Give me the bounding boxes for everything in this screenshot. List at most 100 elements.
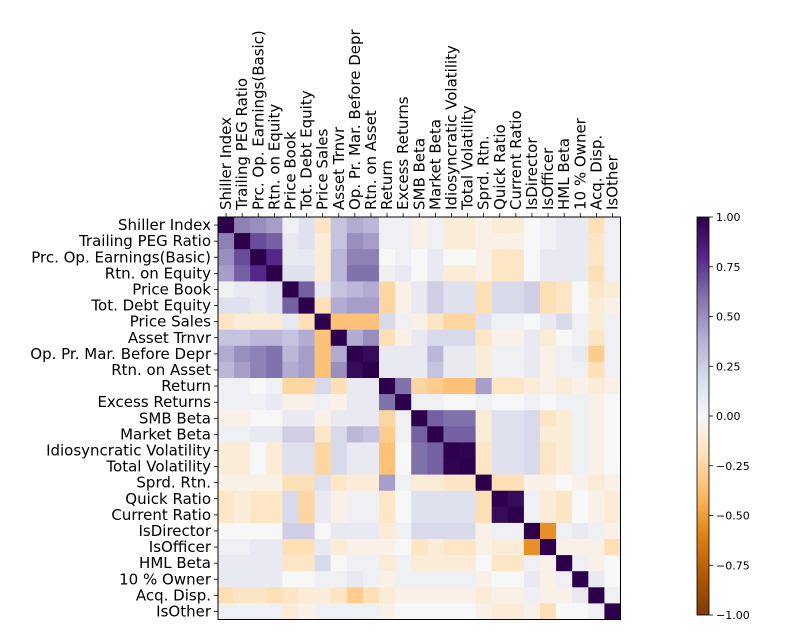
heatmap-cell (379, 458, 396, 475)
heatmap-cell (218, 249, 235, 266)
heatmap-cell (604, 474, 621, 492)
heatmap-cell (523, 217, 541, 234)
heatmap-cell (379, 361, 396, 379)
heatmap-cell (491, 506, 509, 524)
heatmap-cell (475, 313, 493, 331)
heatmap-cell (362, 329, 380, 347)
heatmap-cell (266, 539, 283, 556)
heatmap-cell (362, 603, 380, 620)
heatmap-cell (282, 394, 299, 411)
heatmap-cell (250, 442, 267, 459)
heatmap-cell (427, 442, 444, 459)
heatmap-cell (314, 313, 332, 331)
heatmap-cell (491, 410, 509, 427)
heatmap-cell (572, 587, 589, 604)
heatmap-cell (523, 297, 541, 314)
heatmap-cell (298, 522, 315, 540)
heatmap-cell (443, 345, 460, 363)
heatmap-cell (362, 506, 380, 524)
y-tick-label: Idiosyncratic Volatility (46, 441, 211, 459)
heatmap-cell (218, 361, 235, 379)
heatmap-cell (604, 233, 621, 250)
heatmap-cell (443, 571, 460, 588)
heatmap-cell (556, 281, 573, 298)
heatmap-cell (604, 297, 621, 314)
heatmap-cell (540, 378, 557, 395)
heatmap-cell (250, 555, 267, 572)
heatmap-cell (523, 394, 541, 411)
heatmap-cell (572, 217, 589, 234)
heatmap-cell (588, 539, 605, 556)
heatmap-cell (250, 217, 267, 234)
y-tick-label: Rtn. on Equity (105, 264, 211, 282)
heatmap-cell (282, 281, 299, 298)
heatmap-cell (572, 329, 589, 347)
heatmap-cell (250, 345, 267, 363)
heatmap-cell (234, 217, 251, 234)
heatmap-cell (395, 313, 412, 331)
heatmap-cell (266, 361, 283, 379)
heatmap-cell (395, 345, 412, 363)
heatmap-cell (266, 442, 283, 459)
heatmap-cell (604, 313, 621, 331)
y-tick-label: Total Volatility (105, 458, 211, 476)
heatmap-cell (330, 378, 348, 395)
heatmap-cell (395, 539, 412, 556)
heatmap-cell (411, 249, 428, 266)
heatmap-cell (459, 458, 476, 475)
heatmap-cell (282, 297, 299, 314)
heatmap-cell (507, 217, 525, 234)
heatmap-cell (330, 603, 348, 620)
heatmap-cell (523, 442, 541, 459)
x-tick-label: Quick Ratio (491, 124, 509, 210)
heatmap-cell (282, 345, 299, 363)
colorbar-tick-label: −0.75 (716, 559, 750, 572)
x-tick-label: Asset Trnvr (330, 126, 348, 210)
y-tick-label: 10 % Owner (119, 570, 212, 588)
heatmap-cell (427, 249, 444, 266)
heatmap-cell (298, 587, 315, 604)
heatmap-cell (443, 313, 460, 331)
heatmap-cell (234, 555, 251, 572)
colorbar-tick-label: −0.50 (716, 510, 750, 523)
heatmap-cell (491, 571, 509, 588)
heatmap-cell (330, 361, 348, 379)
heatmap-cell (491, 378, 509, 395)
heatmap-cell (411, 442, 428, 459)
heatmap-cell (395, 458, 412, 475)
heatmap-cell (218, 233, 235, 250)
heatmap-cell (346, 539, 364, 556)
heatmap-cell (362, 394, 380, 411)
x-tick-label: Op. Pr. Mar. Before Depr (346, 28, 364, 210)
heatmap-cell (475, 265, 493, 282)
heatmap-cell (523, 233, 541, 250)
heatmap-cell (379, 281, 396, 298)
heatmap-cell (507, 361, 525, 379)
heatmap-cell (588, 297, 605, 314)
heatmap-cell (298, 426, 315, 443)
heatmap-cell (588, 474, 605, 492)
heatmap-cell (346, 265, 364, 282)
heatmap-cell (523, 249, 541, 266)
heatmap-cell (411, 378, 428, 395)
heatmap-cell (379, 506, 396, 524)
heatmap-cell (604, 410, 621, 427)
y-tick-label: Quick Ratio (125, 490, 211, 508)
heatmap-cell (250, 361, 267, 379)
heatmap-cell (556, 490, 573, 508)
heatmap-cell (523, 555, 541, 572)
heatmap-cell (507, 249, 525, 266)
x-tick-label: Trailing PEG Ratio (233, 78, 251, 211)
heatmap-cell (604, 587, 621, 604)
heatmap-cell (346, 522, 364, 540)
heatmap-cell (266, 490, 283, 508)
heatmap-cell (459, 313, 476, 331)
heatmap-cell (475, 426, 493, 443)
heatmap-cell (604, 394, 621, 411)
heatmap-cell (427, 394, 444, 411)
heatmap-cell (427, 522, 444, 540)
heatmap-cell (362, 378, 380, 395)
heatmap-cell (330, 345, 348, 363)
x-tick-label: IsDirector (523, 137, 541, 210)
